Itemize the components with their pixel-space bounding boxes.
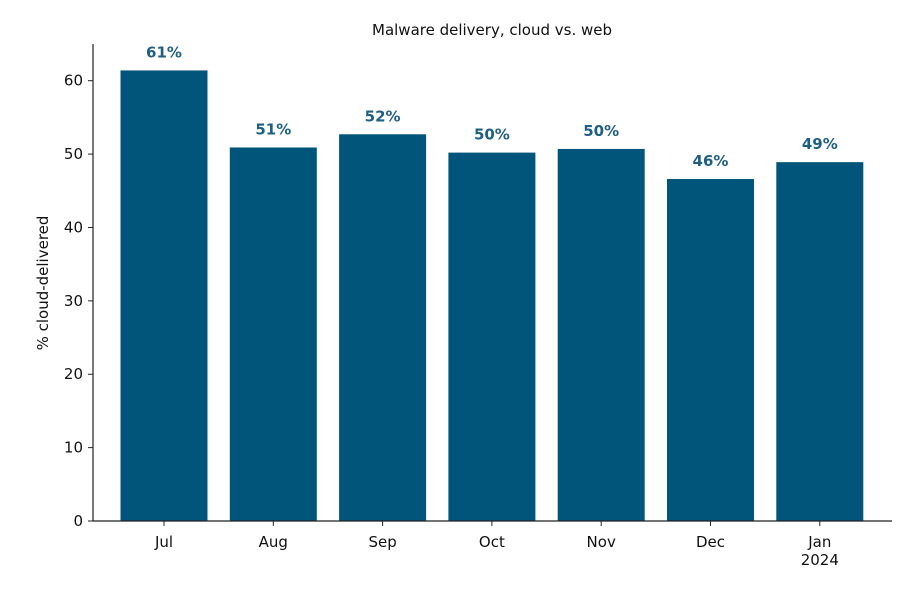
bar-data-label: 49%: [802, 135, 838, 153]
y-tick-label: 10: [64, 439, 83, 457]
bar: [339, 134, 427, 522]
bar-data-label: 46%: [693, 152, 729, 170]
y-tick-label: 50: [64, 145, 83, 163]
y-tick-label: 20: [64, 365, 83, 383]
bar-data-label: 50%: [583, 122, 619, 140]
x-tick-sublabel: 2024: [801, 551, 839, 569]
bars: 61% 51% 52% 50% 50% 46% 49%: [120, 43, 864, 522]
y-tick-label: 0: [73, 512, 83, 530]
bar: [448, 152, 536, 521]
x-tick-label: Jan: [807, 533, 831, 551]
y-axis-label: % cloud-delivered: [34, 216, 52, 351]
chart-title: Malware delivery, cloud vs. web: [372, 21, 612, 39]
bar-data-label: 61%: [146, 43, 182, 61]
bar: [120, 70, 208, 522]
x-tick-label: Oct: [479, 533, 505, 551]
bar-data-label: 50%: [474, 126, 510, 144]
x-tick-label: Jul: [154, 533, 173, 551]
y-tick-label: 40: [64, 218, 83, 236]
x-tick-label: Sep: [368, 533, 396, 551]
bar: [229, 147, 317, 522]
y-axis-ticks: 0 10 20 30 40 50 60: [64, 72, 93, 530]
y-tick-label: 30: [64, 292, 83, 310]
x-tick-label: Nov: [587, 533, 616, 551]
y-tick-label: 60: [64, 72, 83, 90]
bar: [776, 162, 864, 521]
bar: [557, 148, 645, 521]
bar-data-label: 51%: [255, 120, 291, 138]
bar-data-label: 52%: [365, 107, 401, 125]
x-tick-label: Dec: [696, 533, 725, 551]
x-tick-label: Aug: [259, 533, 288, 551]
bar: [667, 179, 754, 521]
